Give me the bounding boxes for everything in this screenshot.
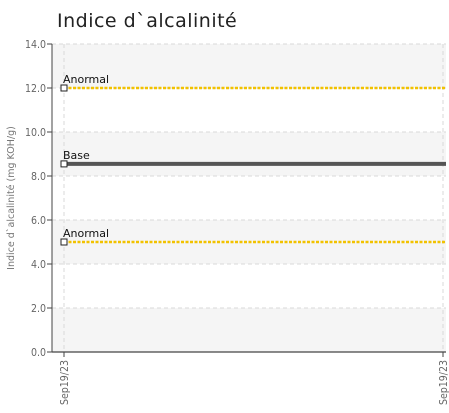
reference-lines: Anormal Base Anormal (60, 73, 446, 246)
y-tick-label: 10.0 (25, 127, 46, 139)
y-tick-label: 0.0 (31, 347, 46, 359)
grid-band (52, 44, 446, 88)
reference-line-label: Anormal (63, 227, 109, 240)
x-tick-labels: Sep19/23 Sep19/23 (59, 360, 449, 405)
y-tick-label: 4.0 (31, 259, 46, 271)
y-tick-label: 14.0 (25, 39, 46, 51)
reference-marker (60, 84, 68, 92)
y-tick-label: 8.0 (31, 171, 46, 183)
grid-band (52, 308, 446, 352)
axes (47, 43, 446, 357)
x-tick-label: Sep19/23 (59, 360, 71, 405)
reference-line-label: Anormal (63, 73, 109, 86)
chart-title: Indice d`alcalinité (57, 10, 238, 32)
background-bands (52, 44, 446, 352)
reference-line-label: Base (63, 149, 90, 162)
y-tick-label: 2.0 (31, 303, 46, 315)
reference-marker (60, 160, 68, 168)
reference-marker (60, 238, 68, 246)
y-tick-label: 12.0 (25, 83, 46, 95)
y-axis-label: Indice d`alcalinité (mg KOH/g) (6, 126, 17, 270)
grid-band (52, 132, 446, 176)
gridlines (52, 43, 446, 352)
x-tick-label: Sep19/23 (438, 360, 449, 405)
y-tick-labels: 0.0 2.0 4.0 6.0 8.0 10.0 12.0 14.0 (25, 39, 46, 359)
y-tick-label: 6.0 (31, 215, 46, 227)
